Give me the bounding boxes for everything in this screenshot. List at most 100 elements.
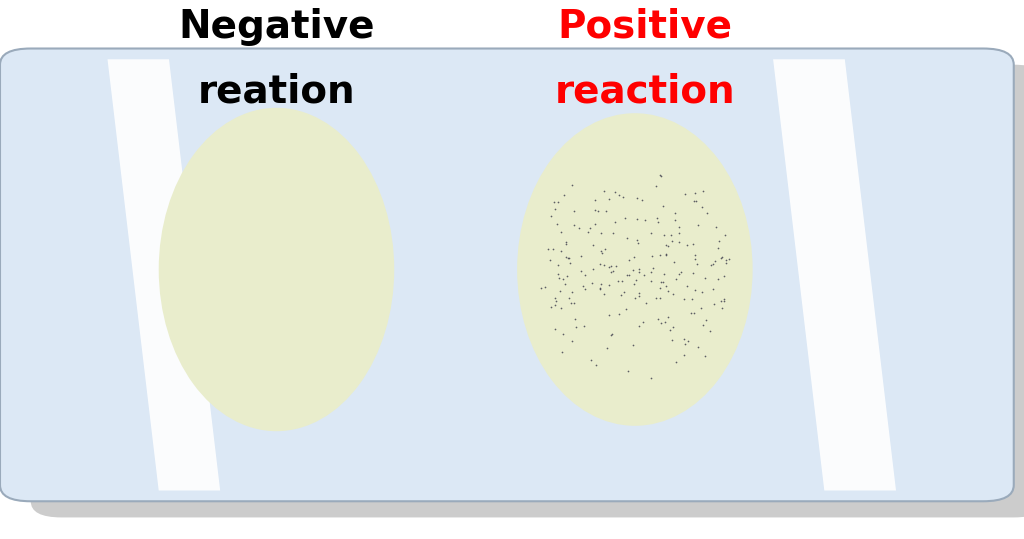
Point	[582, 223, 598, 232]
Point	[618, 271, 635, 280]
Point	[713, 254, 729, 262]
Point	[601, 262, 617, 271]
Point	[677, 340, 693, 348]
Point	[549, 219, 565, 228]
Point	[601, 195, 617, 204]
Point	[563, 181, 580, 190]
Point	[687, 286, 703, 294]
Point	[631, 288, 647, 297]
Point	[649, 213, 666, 222]
Point	[694, 202, 711, 211]
Point	[631, 292, 647, 301]
Point	[584, 279, 600, 288]
Point	[657, 250, 674, 259]
Point	[610, 277, 627, 285]
Point	[671, 229, 687, 238]
Point	[628, 294, 644, 302]
Ellipse shape	[159, 108, 394, 431]
Point	[590, 207, 606, 216]
Point	[644, 251, 660, 260]
Point	[607, 188, 624, 196]
Point	[558, 238, 574, 246]
Point	[684, 294, 700, 303]
FancyBboxPatch shape	[31, 65, 1024, 517]
Point	[615, 287, 632, 296]
Point	[711, 274, 727, 283]
Point	[653, 171, 670, 180]
Point	[636, 271, 652, 280]
Point	[604, 229, 621, 237]
Point	[688, 197, 705, 206]
Point	[707, 257, 723, 265]
Point	[694, 320, 711, 329]
Point	[594, 249, 610, 258]
Point	[592, 259, 608, 268]
Point	[703, 261, 720, 270]
Point	[557, 239, 573, 248]
Point	[665, 290, 681, 299]
Point	[551, 274, 567, 282]
Point	[673, 268, 689, 277]
Point	[666, 258, 682, 267]
Point	[593, 229, 609, 238]
Point	[601, 310, 617, 319]
Point	[573, 252, 590, 260]
Point	[557, 279, 573, 288]
Point	[626, 266, 642, 274]
Point	[631, 268, 647, 277]
Point	[616, 213, 633, 222]
Point	[561, 258, 578, 267]
Point	[547, 294, 563, 302]
Point	[648, 294, 665, 302]
Point	[652, 277, 669, 286]
Point	[598, 343, 614, 352]
Point	[710, 244, 726, 252]
Text: Negative: Negative	[178, 8, 375, 46]
Point	[655, 270, 672, 279]
Point	[604, 330, 621, 338]
Point	[566, 221, 583, 230]
Point	[540, 245, 556, 253]
Point	[563, 288, 580, 296]
Point	[630, 238, 646, 247]
Point	[548, 297, 564, 306]
Point	[676, 335, 692, 344]
Point	[545, 245, 561, 254]
Point	[558, 271, 574, 280]
Point	[575, 322, 592, 330]
Point	[643, 267, 659, 276]
Point	[577, 285, 593, 293]
Point	[658, 250, 675, 258]
Point	[612, 291, 629, 299]
Point	[566, 206, 583, 215]
Point	[631, 321, 647, 330]
Point	[588, 361, 604, 369]
Point	[689, 260, 706, 268]
Point	[677, 190, 693, 199]
Point	[595, 261, 611, 270]
Point	[671, 270, 687, 278]
Point	[560, 253, 577, 262]
Point	[600, 281, 616, 289]
Point	[643, 277, 659, 285]
Point	[676, 351, 692, 360]
Point	[592, 285, 608, 293]
Point	[629, 236, 645, 244]
Point	[651, 294, 668, 302]
Point	[593, 280, 609, 288]
Point	[638, 298, 654, 307]
Point	[657, 240, 674, 249]
Point	[683, 308, 699, 317]
Point	[550, 261, 566, 270]
Point	[657, 317, 674, 326]
Point	[568, 322, 585, 331]
Point	[537, 283, 553, 292]
Point	[657, 281, 674, 290]
Point	[664, 336, 680, 345]
Point	[676, 294, 692, 303]
Point	[643, 374, 659, 382]
Point	[571, 223, 588, 232]
Point	[652, 284, 669, 292]
Point	[587, 196, 603, 205]
Point	[625, 340, 641, 349]
